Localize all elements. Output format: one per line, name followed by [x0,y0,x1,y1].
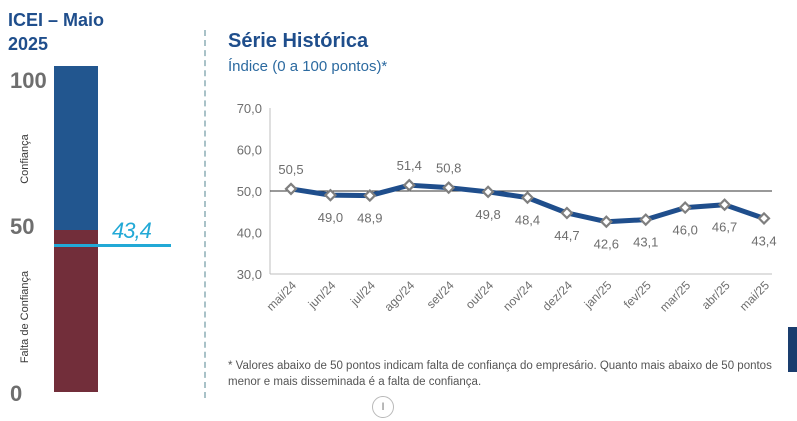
lack-of-confidence-bar [54,230,98,392]
data-label: 44,7 [554,228,579,243]
x-tick-label: mai/25 [737,278,773,314]
data-label: 46,0 [673,223,698,238]
x-tick-label: abr/25 [699,278,733,312]
y-tick-label: 70,0 [237,101,262,116]
data-label: 49,0 [318,210,343,225]
x-tick-label: out/24 [463,278,497,312]
data-point-marker [757,211,771,225]
x-tick-label: ago/24 [382,278,418,314]
edge-accent-bar [788,327,797,372]
data-label: 49,8 [475,207,500,222]
current-value-label: 43,4 [112,218,152,243]
data-label: 43,1 [633,235,658,250]
chart-subtitle: Índice (0 a 100 pontos)* [228,58,388,75]
x-tick-label: dez/24 [540,278,576,314]
data-point-marker [363,189,377,203]
y-tick-label: 50,0 [237,184,262,199]
scale-label-0: 0 [10,381,23,406]
data-point-marker [639,213,653,227]
data-point-marker [599,215,613,229]
data-point-marker [520,191,535,205]
data-label: 42,6 [594,237,619,252]
chart-title: Série Histórica [228,30,369,52]
data-label: 50,8 [436,161,461,176]
x-tick-label: mai/24 [264,278,300,314]
footnote: * Valores abaixo de 50 pontos indicam fa… [228,360,772,388]
x-tick-label: fev/25 [621,278,654,311]
confidence-bar [54,66,98,230]
x-tick-label: mar/25 [657,278,694,315]
data-point-marker [481,185,495,199]
x-tick-label: jul/24 [347,278,378,309]
data-label: 46,7 [712,220,737,235]
data-label: 50,5 [278,162,303,177]
data-label: 51,4 [397,158,422,173]
data-point-marker [323,188,337,202]
x-tick-label: jan/25 [581,278,615,312]
icei-title-line1: ICEI – Maio [8,10,105,30]
scale-label-100: 100 [10,68,47,93]
data-point-marker [284,182,298,196]
panel-divider [204,30,206,398]
y-tick-label: 40,0 [237,226,262,241]
x-tick-label: nov/24 [500,278,536,314]
data-label: 43,4 [751,233,776,248]
x-tick-label: jun/24 [305,278,339,312]
data-point-marker [402,178,416,192]
scale-label-50: 50 [10,214,35,239]
y-tick-label: 30,0 [237,267,262,282]
page-marker[interactable]: I [372,396,394,418]
y-tick-label: 60,0 [237,143,262,158]
data-point-marker [560,206,574,220]
data-label: 48,9 [357,211,382,226]
data-label: 48,4 [515,213,540,228]
data-point-marker [442,181,456,195]
data-point-marker [678,201,692,215]
x-tick-label: set/24 [424,278,457,311]
current-value-marker [54,244,171,247]
data-point-marker [718,198,732,212]
icei-title-line2: 2025 [8,34,49,54]
icei-title: ICEI – Maio 2025 [8,8,198,56]
